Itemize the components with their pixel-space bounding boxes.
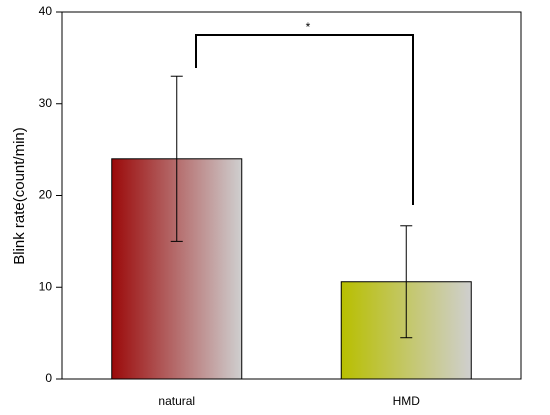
y-tick-label: 10 bbox=[39, 279, 53, 293]
error-bar bbox=[170, 75, 183, 242]
annotation: * bbox=[306, 20, 311, 34]
y-axis-label: Blink rate(count/min) bbox=[11, 127, 28, 265]
y-tick-label: 20 bbox=[39, 188, 53, 202]
error-bar bbox=[400, 225, 413, 339]
x-tick-label: natural bbox=[158, 394, 195, 408]
x-tick-label: HMD bbox=[393, 394, 421, 408]
y-tick-label: 40 bbox=[39, 4, 53, 18]
significance-bracket bbox=[195, 34, 414, 205]
y-tick-label: 30 bbox=[39, 96, 53, 110]
y-tick-label: 0 bbox=[45, 371, 52, 385]
